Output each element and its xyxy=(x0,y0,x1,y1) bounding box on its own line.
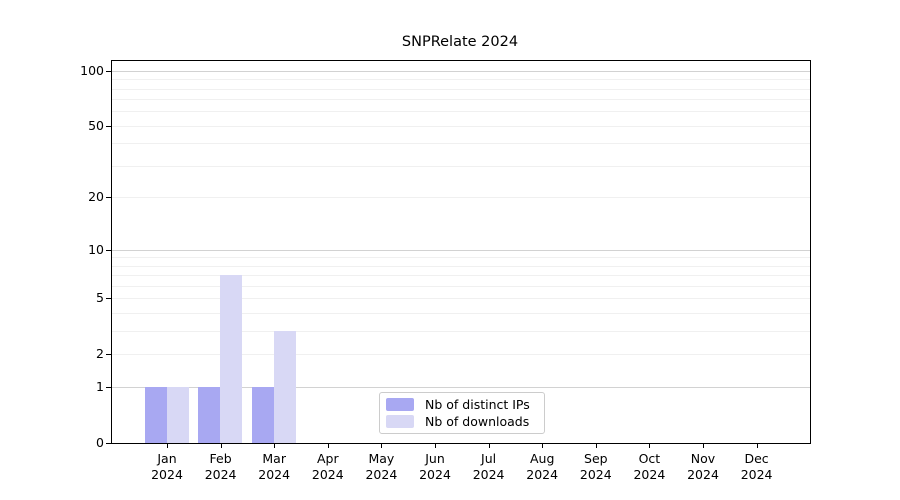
y-tick-5 xyxy=(106,298,111,299)
x-tick-may xyxy=(381,443,382,448)
gridline-minor-80 xyxy=(112,88,810,90)
x-tick-label-jan: Jan 2024 xyxy=(135,451,199,483)
x-tick-year: 2024 xyxy=(365,467,398,482)
gridline-major-10 xyxy=(112,249,810,251)
gridline-minor-30 xyxy=(112,166,810,168)
bar-distinct-ips-mar xyxy=(251,387,274,443)
bar-distinct-ips-jan xyxy=(144,387,167,443)
x-tick-jul xyxy=(489,443,490,448)
gridline-minor-5 xyxy=(112,298,810,300)
x-tick-month: Jul xyxy=(481,451,497,466)
gridline-minor-9 xyxy=(112,257,810,259)
y-tick-label-10: 10 xyxy=(88,241,104,257)
bar-distinct-ips-feb xyxy=(198,387,221,443)
y-tick-label-50: 50 xyxy=(88,117,104,133)
x-tick-month: Feb xyxy=(209,451,232,466)
y-tick-100 xyxy=(106,71,111,72)
gridline-minor-60 xyxy=(112,111,810,113)
x-tick-dec xyxy=(757,443,758,448)
x-tick-sep xyxy=(596,443,597,448)
gridline-major-100 xyxy=(112,70,810,72)
x-tick-apr xyxy=(328,443,329,448)
x-tick-year: 2024 xyxy=(258,467,291,482)
x-tick-year: 2024 xyxy=(740,467,773,482)
y-tick-50 xyxy=(106,126,111,127)
y-tick-label-1: 1 xyxy=(96,379,104,395)
y-tick-label-100: 100 xyxy=(80,62,104,78)
gridline-minor-7 xyxy=(112,275,810,277)
gridline-minor-70 xyxy=(112,99,810,101)
y-tick-2 xyxy=(106,354,111,355)
y-tick-20 xyxy=(106,197,111,198)
x-tick-nov xyxy=(703,443,704,448)
y-tick-1 xyxy=(106,387,111,388)
x-tick-label-nov: Nov 2024 xyxy=(671,451,735,483)
gridline-minor-8 xyxy=(112,265,810,267)
x-tick-month: Oct xyxy=(638,451,661,466)
plot-area xyxy=(111,60,811,444)
y-tick-10 xyxy=(106,250,111,251)
x-tick-mar xyxy=(274,443,275,448)
y-tick-label-0: 0 xyxy=(96,435,104,450)
x-tick-month: Aug xyxy=(529,451,555,466)
chart-title: SNPRelate 2024 xyxy=(401,34,519,50)
x-tick-label-oct: Oct 2024 xyxy=(617,451,681,483)
x-tick-month: Sep xyxy=(584,451,608,466)
x-tick-label-mar: Mar 2024 xyxy=(242,451,306,483)
x-tick-label-jul: Jul 2024 xyxy=(457,451,521,483)
bar-downloads-mar xyxy=(273,331,296,443)
y-tick-0 xyxy=(106,443,111,444)
x-tick-month: Mar xyxy=(262,451,286,466)
x-tick-month: Dec xyxy=(744,451,769,466)
x-tick-label-jun: Jun 2024 xyxy=(403,451,467,483)
y-tick-label-5: 5 xyxy=(96,290,104,306)
x-tick-label-may: May 2024 xyxy=(349,451,413,483)
gridline-minor-3 xyxy=(112,331,810,333)
y-tick-label-20: 20 xyxy=(88,189,104,205)
gridline-minor-2 xyxy=(112,354,810,356)
x-tick-year: 2024 xyxy=(526,467,559,482)
x-tick-oct xyxy=(649,443,650,448)
legend-swatch-distinct-ips xyxy=(386,398,414,412)
x-tick-jan xyxy=(167,443,168,448)
gridline-major-1 xyxy=(112,387,810,389)
gridline-minor-6 xyxy=(112,286,810,288)
x-tick-month: Jun xyxy=(425,451,445,466)
legend-label-distinct-ips: Nb of distinct IPs xyxy=(425,397,530,413)
x-tick-year: 2024 xyxy=(472,467,505,482)
x-tick-year: 2024 xyxy=(204,467,237,482)
bar-downloads-jan xyxy=(166,387,189,443)
x-tick-month: Nov xyxy=(690,451,716,466)
x-tick-label-dec: Dec 2024 xyxy=(725,451,789,483)
x-tick-year: 2024 xyxy=(151,467,183,482)
x-tick-feb xyxy=(221,443,222,448)
legend: Nb of distinct IPs Nb of downloads xyxy=(379,392,545,434)
x-tick-label-apr: Apr 2024 xyxy=(296,451,360,483)
x-tick-year: 2024 xyxy=(419,467,451,482)
legend-swatch-downloads xyxy=(386,414,414,428)
legend-item-distinct-ips: Nb of distinct IPs xyxy=(386,397,538,412)
x-tick-month: May xyxy=(368,451,395,466)
x-tick-year: 2024 xyxy=(311,467,344,482)
x-tick-year: 2024 xyxy=(579,467,612,482)
gridline-minor-40 xyxy=(112,143,810,145)
x-tick-year: 2024 xyxy=(687,467,719,482)
gridline-minor-4 xyxy=(112,313,810,315)
x-tick-label-feb: Feb 2024 xyxy=(189,451,253,483)
bar-downloads-feb xyxy=(220,275,243,443)
x-tick-month: Jan xyxy=(157,451,177,466)
x-tick-label-sep: Sep 2024 xyxy=(564,451,628,483)
x-tick-year: 2024 xyxy=(633,467,666,482)
gridline-minor-90 xyxy=(112,79,810,81)
legend-label-downloads: Nb of downloads xyxy=(425,413,530,429)
gridline-minor-20 xyxy=(112,197,810,199)
x-tick-label-aug: Aug 2024 xyxy=(510,451,574,483)
x-tick-jun xyxy=(435,443,436,448)
x-tick-aug xyxy=(542,443,543,448)
y-tick-label-2: 2 xyxy=(96,346,104,362)
x-tick-month: Apr xyxy=(316,451,339,466)
gridline-minor-50 xyxy=(112,125,810,127)
legend-item-downloads: Nb of downloads xyxy=(386,414,538,429)
